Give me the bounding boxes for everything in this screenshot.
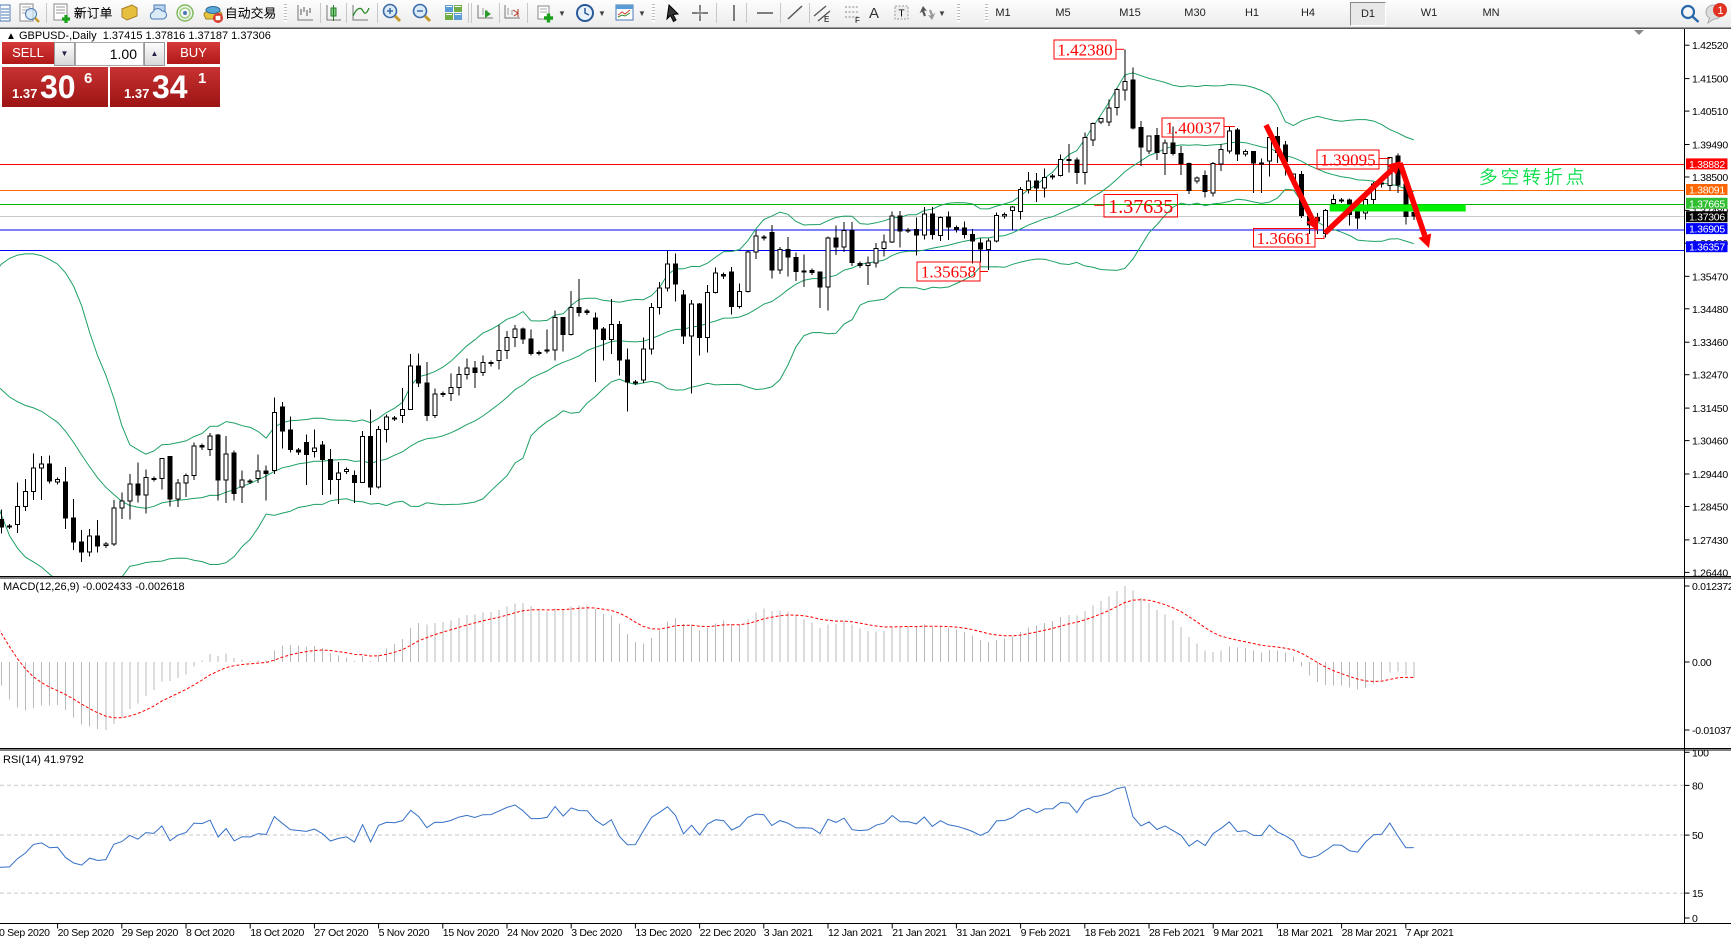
svg-text:0: 0 (1692, 913, 1698, 925)
svg-text:18 Feb 2021: 18 Feb 2021 (1085, 927, 1141, 939)
svg-text:1.29440: 1.29440 (1692, 469, 1728, 481)
svg-text:1.39095: 1.39095 (1320, 151, 1375, 170)
svg-text:F: F (855, 16, 860, 25)
svg-text:1.37635: 1.37635 (1108, 196, 1173, 218)
svg-text:MACD(12,26,9) -0.002433 -0.002: MACD(12,26,9) -0.002433 -0.002618 (3, 581, 185, 593)
svg-text:1.35658: 1.35658 (921, 263, 976, 282)
svg-text:1.33460: 1.33460 (1692, 337, 1728, 349)
svg-text:3 Dec 2020: 3 Dec 2020 (571, 927, 622, 939)
svg-text:9 Feb 2021: 9 Feb 2021 (1021, 927, 1072, 939)
svg-text:80: 80 (1692, 780, 1704, 792)
svg-text:1.39490: 1.39490 (1692, 140, 1728, 152)
svg-text:29 Sep 2020: 29 Sep 2020 (122, 927, 179, 939)
svg-text:18 Oct 2020: 18 Oct 2020 (250, 927, 304, 939)
svg-text:T: T (899, 9, 905, 20)
svg-text:1.40510: 1.40510 (1692, 106, 1728, 118)
svg-text:10 Sep 2020: 10 Sep 2020 (0, 927, 50, 939)
svg-text:24 Nov 2020: 24 Nov 2020 (507, 927, 564, 939)
svg-text:13 Dec 2020: 13 Dec 2020 (635, 927, 692, 939)
svg-text:1.28450: 1.28450 (1692, 502, 1728, 514)
svg-text:1.34480: 1.34480 (1692, 304, 1728, 316)
svg-text:1.26440: 1.26440 (1692, 567, 1728, 579)
svg-text:E: E (824, 15, 829, 24)
svg-text:1.42520: 1.42520 (1692, 40, 1728, 52)
svg-text:1.42380: 1.42380 (1057, 41, 1112, 60)
svg-text:1.32470: 1.32470 (1692, 370, 1728, 382)
svg-text:18 Mar 2021: 18 Mar 2021 (1277, 927, 1333, 939)
svg-text:50: 50 (1692, 830, 1704, 842)
svg-text:15 Nov 2020: 15 Nov 2020 (443, 927, 500, 939)
svg-text:1.41500: 1.41500 (1692, 74, 1728, 86)
svg-text:1.38500: 1.38500 (1692, 172, 1728, 184)
svg-text:0.00: 0.00 (1692, 657, 1712, 669)
svg-text:1.35470: 1.35470 (1692, 271, 1728, 283)
svg-text:1.40037: 1.40037 (1165, 119, 1221, 138)
svg-text:15: 15 (1692, 888, 1704, 900)
svg-text:7 Apr 2021: 7 Apr 2021 (1406, 927, 1454, 939)
svg-text:RSI(14) 41.9792: RSI(14) 41.9792 (3, 754, 84, 766)
svg-text:20 Sep 2020: 20 Sep 2020 (58, 927, 115, 939)
svg-text:100: 100 (1692, 747, 1709, 759)
svg-text:28 Mar 2021: 28 Mar 2021 (1342, 927, 1398, 939)
svg-text:22 Dec 2020: 22 Dec 2020 (700, 927, 757, 939)
svg-text:1.30460: 1.30460 (1692, 436, 1728, 448)
svg-text:12 Jan 2021: 12 Jan 2021 (828, 927, 883, 939)
svg-text:1.36357: 1.36357 (1689, 242, 1725, 254)
svg-text:1.38091: 1.38091 (1689, 185, 1725, 197)
svg-text:1.37306: 1.37306 (1689, 212, 1725, 224)
svg-text:9 Mar 2021: 9 Mar 2021 (1213, 927, 1264, 939)
svg-text:21 Jan 2021: 21 Jan 2021 (892, 927, 947, 939)
svg-text:1: 1 (1718, 5, 1724, 17)
svg-text:-0.010374: -0.010374 (1692, 725, 1731, 737)
svg-text:8 Oct 2020: 8 Oct 2020 (186, 927, 235, 939)
svg-text:27 Oct 2020: 27 Oct 2020 (314, 927, 368, 939)
svg-text:3 Jan 2021: 3 Jan 2021 (764, 927, 813, 939)
svg-text:1.31450: 1.31450 (1692, 403, 1728, 415)
svg-text:28 Feb 2021: 28 Feb 2021 (1149, 927, 1205, 939)
svg-text:1.36905: 1.36905 (1689, 224, 1725, 236)
svg-text:1.36661: 1.36661 (1257, 229, 1312, 248)
svg-text:1.27430: 1.27430 (1692, 535, 1728, 547)
svg-text:31 Jan 2021: 31 Jan 2021 (956, 927, 1011, 939)
svg-text:1.38882: 1.38882 (1689, 159, 1725, 171)
svg-text:5 Nov 2020: 5 Nov 2020 (379, 927, 430, 939)
svg-text:1.37665: 1.37665 (1689, 198, 1725, 210)
svg-text:0.012372: 0.012372 (1692, 581, 1731, 593)
